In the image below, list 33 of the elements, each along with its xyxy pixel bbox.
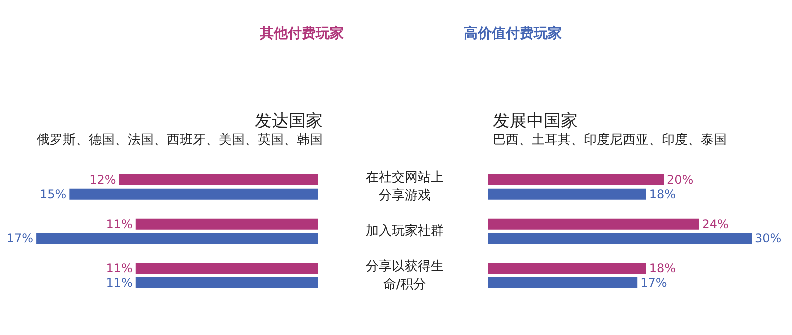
chart-subtitle: 巴西、土耳其、印度尼西亚、印度、泰国	[493, 132, 727, 148]
data-label: 18%	[649, 262, 676, 276]
data-label: 20%	[667, 173, 694, 188]
bar	[36, 233, 318, 244]
data-label: 18%	[649, 187, 676, 202]
text: 其他付费玩家	[259, 25, 344, 42]
bar	[488, 263, 646, 274]
data-label: 24%	[702, 217, 729, 232]
y-tick-label: 加入玩家社群	[366, 223, 444, 239]
bar	[488, 188, 646, 200]
data-label: 30%	[755, 232, 782, 246]
data-label: 17%	[640, 276, 668, 290]
y-tick-label: 分享以获得生命/积分	[366, 258, 444, 292]
y-tick-label: 在社交网站上分享游戏	[366, 170, 444, 204]
bar	[488, 174, 664, 186]
bar	[488, 233, 752, 244]
bar	[488, 218, 700, 230]
data-label: 12%	[90, 173, 116, 188]
bar	[136, 218, 318, 230]
chart-subtitle: 俄罗斯、德国、法国、西班牙、美国、英国、韩国	[37, 132, 323, 148]
bar	[70, 188, 318, 200]
data-label: 15%	[40, 187, 67, 202]
data-label: 17%	[6, 232, 34, 246]
bar	[119, 174, 318, 186]
data-label: 11%	[106, 262, 133, 276]
bar	[136, 263, 318, 274]
bar	[136, 277, 318, 288]
text: 高价值付费玩家	[464, 25, 562, 42]
data-label: 11%	[106, 217, 133, 232]
chart-title: 发展中国家	[493, 112, 578, 132]
data-label: 11%	[106, 276, 133, 290]
chart-title: 发达国家	[255, 112, 323, 132]
bar	[488, 277, 638, 288]
